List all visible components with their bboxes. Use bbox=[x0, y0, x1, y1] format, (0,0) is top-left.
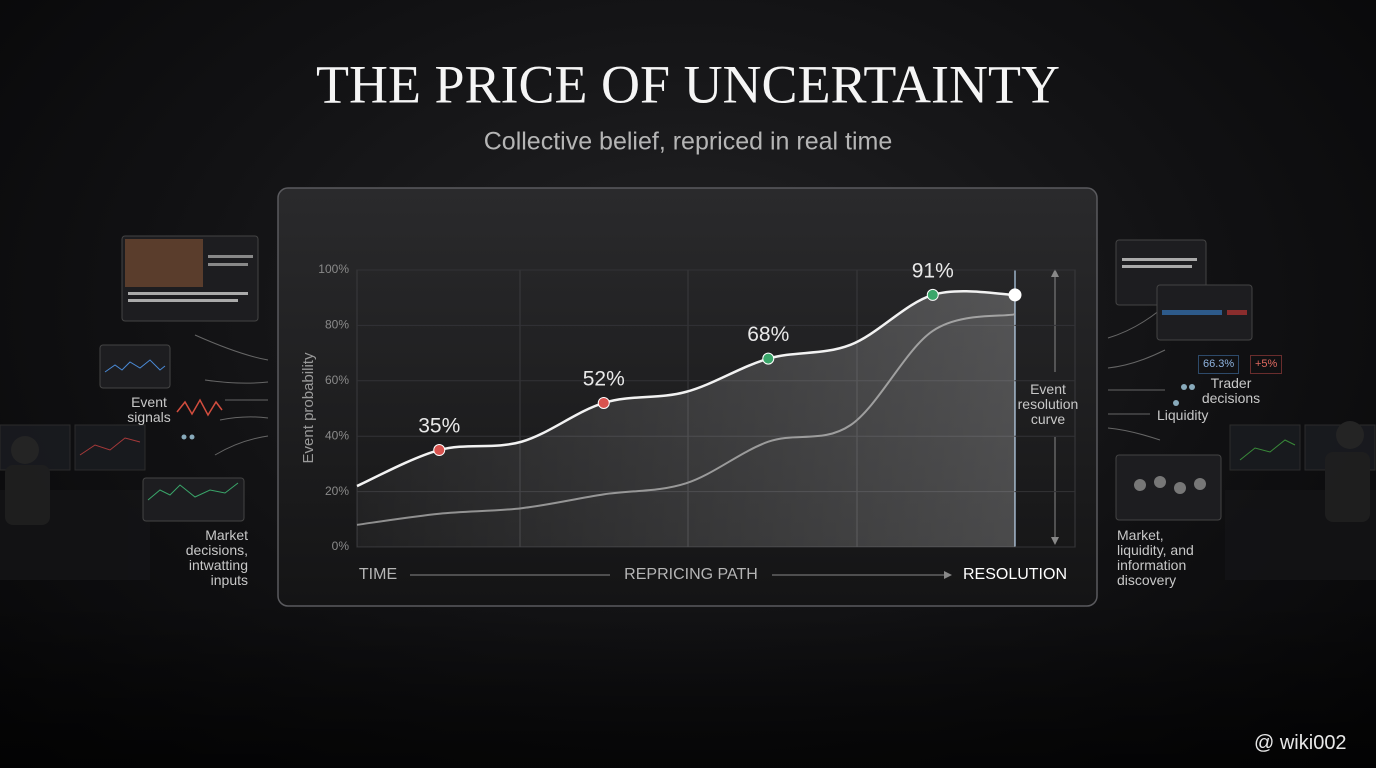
area bbox=[357, 291, 1015, 547]
side-label: Event signals bbox=[127, 394, 171, 425]
subtitle: Collective belief, repriced in real time bbox=[484, 128, 893, 156]
signal-card bbox=[99, 344, 223, 440]
right-cards bbox=[1115, 239, 1253, 521]
market-card bbox=[142, 477, 245, 522]
point bbox=[433, 444, 446, 457]
title: THE PRICE OF UNCERTAINTY bbox=[316, 54, 1060, 114]
watermark: @ wiki002 bbox=[1254, 732, 1347, 754]
data-label: 68% bbox=[747, 323, 789, 346]
side-label: Trader decisions bbox=[1201, 375, 1261, 406]
x-axis-arrows bbox=[410, 571, 952, 579]
point bbox=[762, 352, 775, 365]
x-axis-middle: REPRICING PATH bbox=[624, 566, 758, 583]
floor bbox=[0, 600, 1376, 768]
side-arrows bbox=[194, 309, 1166, 456]
y-tick-label: 80% bbox=[325, 318, 349, 332]
ticker: 66.3% bbox=[1198, 355, 1240, 374]
left-desk bbox=[0, 424, 150, 580]
ticker: +5% bbox=[1250, 355, 1283, 374]
side-label: Market, liquidity, and information disco… bbox=[1117, 527, 1194, 588]
point bbox=[597, 396, 610, 409]
resolution-arrow bbox=[1051, 269, 1059, 545]
point bbox=[926, 288, 939, 301]
y-tick-label: 60% bbox=[325, 373, 349, 387]
y-tick-label: 40% bbox=[325, 428, 349, 442]
data-label: 52% bbox=[583, 368, 625, 391]
x-axis-end: RESOLUTION bbox=[963, 566, 1067, 583]
annotation: Event resolution curve bbox=[1017, 381, 1079, 427]
data-label: 35% bbox=[418, 415, 460, 438]
x-axis-start: TIME bbox=[359, 566, 397, 583]
side-label: Liquidity bbox=[1157, 407, 1209, 423]
line bbox=[356, 290, 1016, 488]
side-label: Market decisions, intwatting inputs bbox=[185, 527, 248, 588]
y-axis-label: Event probability bbox=[300, 352, 317, 463]
right-desk bbox=[1225, 421, 1376, 580]
point bbox=[1008, 288, 1022, 302]
y-tick-label: 0% bbox=[332, 539, 350, 553]
y-tick-label: 100% bbox=[318, 262, 349, 276]
data-label: 91% bbox=[912, 259, 954, 282]
y-tick-label: 20% bbox=[325, 484, 349, 498]
news-card bbox=[121, 235, 259, 322]
